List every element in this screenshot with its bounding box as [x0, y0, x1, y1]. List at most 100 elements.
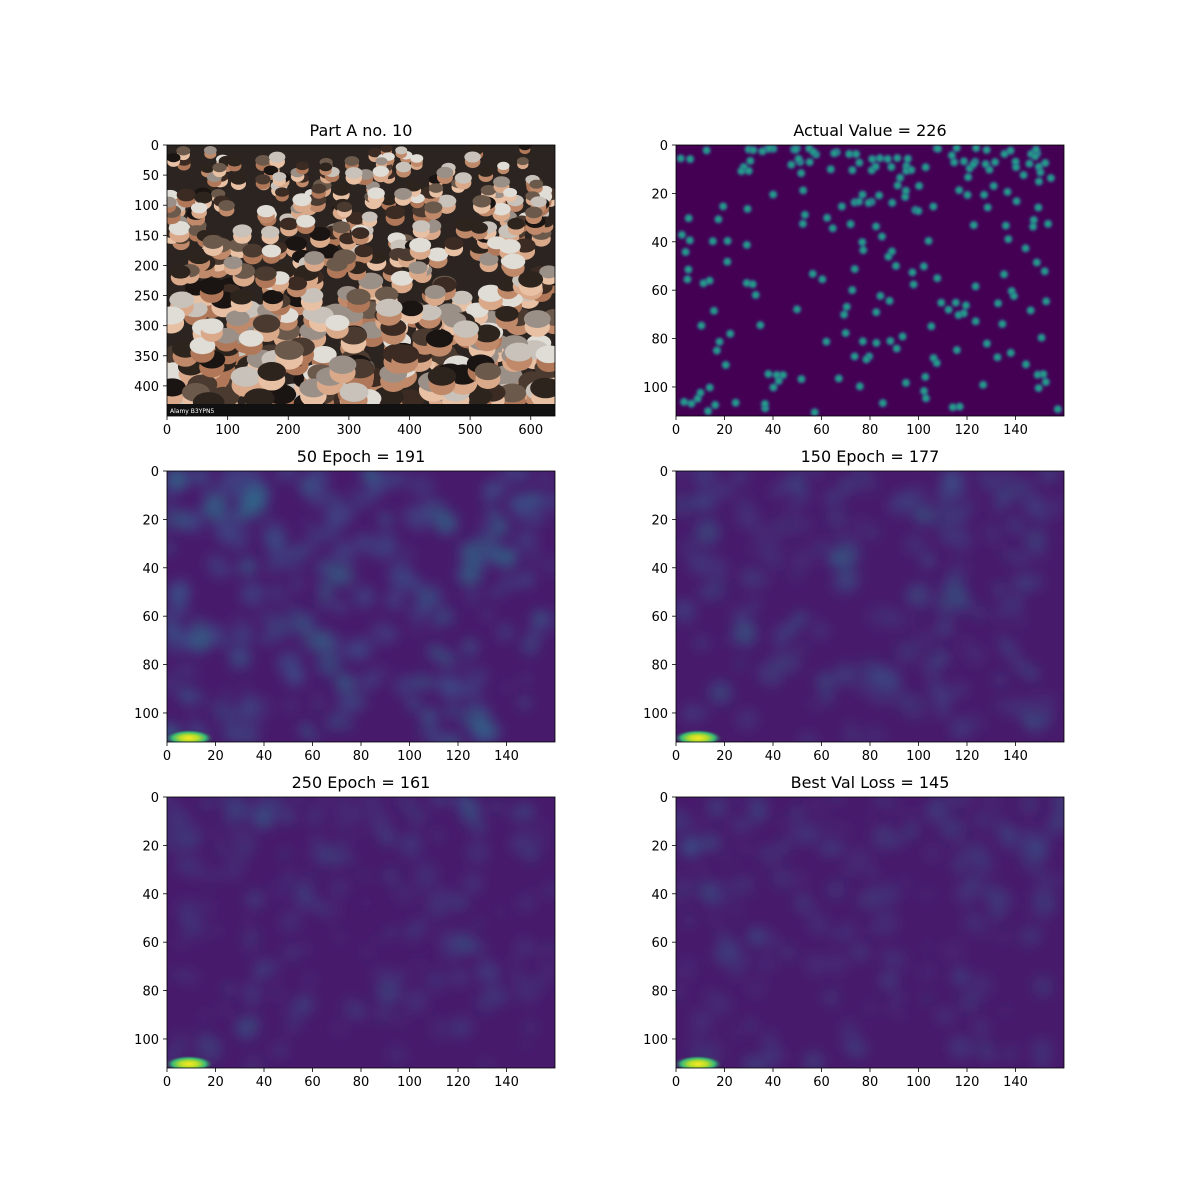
head-dot-core	[1002, 272, 1007, 277]
density-blob	[305, 873, 316, 884]
density-blob	[488, 584, 505, 601]
hair	[275, 187, 290, 197]
density-blob	[432, 797, 444, 806]
density-blob	[735, 505, 761, 531]
head-dot-core	[957, 188, 962, 193]
density-blob	[883, 886, 903, 906]
density-blob	[1032, 547, 1047, 562]
density-blob	[689, 701, 699, 711]
x-tick-label: 60	[813, 423, 830, 438]
density-blob	[279, 808, 296, 825]
density-blob	[963, 643, 986, 666]
x-tick-label: 20	[716, 749, 733, 764]
density-blob	[171, 859, 186, 874]
density-blob	[242, 1054, 265, 1068]
head-dot-core	[1008, 350, 1013, 355]
head-dot-core	[850, 168, 855, 173]
density-blob	[392, 882, 416, 906]
density-blob	[309, 832, 325, 848]
density-blob	[994, 630, 1007, 643]
head-dot-core	[1031, 218, 1036, 223]
x-tick-label: 120	[446, 749, 471, 764]
density-blob	[940, 821, 952, 833]
y-tick-label: 100	[643, 381, 668, 396]
density-blob	[736, 659, 745, 669]
head-dot-core	[874, 224, 879, 229]
density-blob	[846, 846, 872, 872]
density-blob	[1015, 551, 1031, 567]
head-dot-core	[1031, 224, 1036, 229]
density-blob	[419, 707, 437, 725]
head-dot-core	[771, 385, 776, 390]
hair	[444, 236, 464, 250]
y-tick-label: 350	[134, 350, 159, 365]
density-blob	[892, 991, 905, 1004]
x-tick-label: 80	[862, 423, 879, 438]
density-blob	[439, 651, 456, 668]
head-dot-core	[1002, 151, 1007, 156]
density-blob	[706, 556, 730, 580]
head-dot-core	[1023, 246, 1028, 251]
density-blob	[1039, 471, 1059, 484]
hair	[232, 224, 252, 238]
density-blob	[709, 914, 720, 925]
density-blob	[992, 582, 1006, 596]
head-dot-core	[1008, 148, 1013, 153]
hair	[255, 174, 271, 185]
x-tick-label: 140	[1003, 1075, 1028, 1090]
density-blob	[950, 524, 967, 540]
head-dot-core	[701, 281, 706, 286]
density-blob	[723, 855, 733, 864]
density-blob	[451, 1015, 474, 1038]
hair	[425, 329, 453, 348]
density-blob	[756, 1058, 773, 1068]
density-blob	[830, 929, 843, 942]
hair	[230, 289, 253, 305]
density-blob	[963, 877, 978, 891]
head-dot-core	[877, 156, 882, 161]
hair	[454, 172, 472, 184]
density-blob	[913, 628, 938, 653]
density-blob	[972, 1018, 990, 1036]
head-dot-core	[984, 147, 989, 152]
head-dot-core	[973, 319, 978, 324]
density-blob	[900, 694, 912, 707]
hair	[480, 184, 497, 196]
hair	[339, 382, 369, 402]
density-blob	[300, 944, 311, 954]
ticks: 0 20 40 60 80 100 120 140 0 20 40 60 80 100	[643, 465, 1028, 764]
density-blob	[501, 574, 519, 592]
density-blob	[444, 704, 459, 719]
head-dot-core	[993, 160, 998, 165]
density-blob	[1017, 797, 1041, 817]
hair	[311, 183, 327, 194]
head-dot-core	[848, 222, 853, 227]
head-dot-core	[1036, 386, 1041, 391]
density-blob	[489, 509, 500, 520]
density-blob	[460, 661, 471, 672]
density-blob	[242, 981, 263, 1002]
head-dot-core	[728, 331, 733, 336]
density-blob	[282, 943, 301, 962]
head-dot-core	[781, 373, 786, 378]
density-blob	[708, 681, 732, 705]
density-blob	[270, 1040, 290, 1060]
x-tick-label: 80	[862, 749, 879, 764]
density-blob	[384, 590, 405, 611]
ticks: 0 20 40 60 80 100 120 140 0 20 40 60 80 100	[134, 791, 519, 1090]
corner-hotspot	[167, 729, 215, 742]
x-tick-label: 80	[353, 749, 370, 764]
subplot-title: Part A no. 10	[310, 121, 413, 140]
head-dot-core	[956, 313, 961, 318]
density-blob	[741, 817, 752, 828]
density-blob	[1029, 723, 1042, 736]
x-tick-label: 40	[765, 423, 782, 438]
density-blob	[880, 902, 893, 915]
density-blob	[894, 639, 920, 665]
density-blob	[180, 919, 197, 936]
density-blob	[908, 498, 932, 522]
density-blob	[400, 800, 415, 815]
density-blob	[738, 842, 752, 856]
density-blob	[316, 651, 342, 677]
plot-area	[167, 471, 555, 742]
